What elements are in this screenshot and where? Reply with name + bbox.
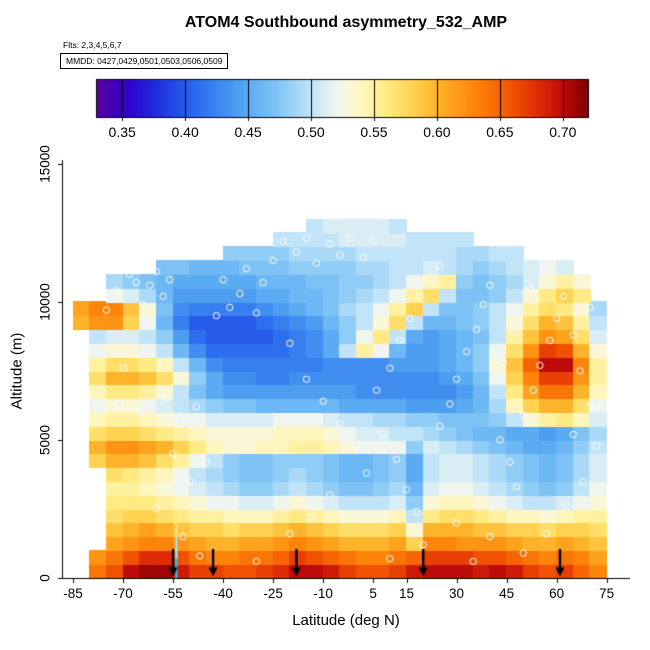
- x-tick-label: 30: [449, 586, 465, 601]
- flights-note: Flts: 2,3,4,5,6,7: [63, 40, 122, 50]
- colorbar-tick-label: 0.70: [549, 124, 577, 140]
- x-tick-label: 5: [369, 586, 377, 601]
- x-tick-label: 15: [399, 586, 415, 601]
- x-tick-label: 45: [499, 586, 515, 601]
- colorbar-tick-label: 0.60: [423, 124, 451, 140]
- y-tick-label: 0: [37, 574, 53, 582]
- x-tick-label: 75: [599, 586, 615, 601]
- y-axis-title: Altitude (m): [8, 332, 26, 410]
- colorbar-tick-label: 0.55: [360, 124, 388, 140]
- colorbar-tick-label: 0.45: [234, 124, 262, 140]
- colorbar-tick-label: 0.65: [486, 124, 514, 140]
- x-tick-label: -40: [213, 586, 233, 601]
- y-tick-label: 15000: [37, 145, 53, 183]
- x-tick-label: -25: [263, 586, 283, 601]
- x-tick-label: -85: [63, 586, 83, 601]
- colorbar-tick-label: 0.35: [108, 124, 136, 140]
- y-tick-label: 10000: [37, 283, 53, 321]
- x-axis-title: Latitude (deg N): [292, 612, 400, 629]
- x-tick-label: -55: [163, 586, 183, 601]
- y-tick-label: 5000: [37, 424, 53, 455]
- colorbar-tick-label: 0.40: [171, 124, 199, 140]
- x-tick-label: 60: [549, 586, 565, 601]
- mmdd-box: MMDD: 0427,0429,0501,0503,0506,0509: [60, 53, 229, 69]
- x-tick-label: -10: [313, 586, 333, 601]
- x-tick-label: -70: [113, 586, 133, 601]
- colorbar-tick-label: 0.50: [297, 124, 325, 140]
- chart-title: ATOM4 Southbound asymmetry_532_AMP: [184, 14, 508, 31]
